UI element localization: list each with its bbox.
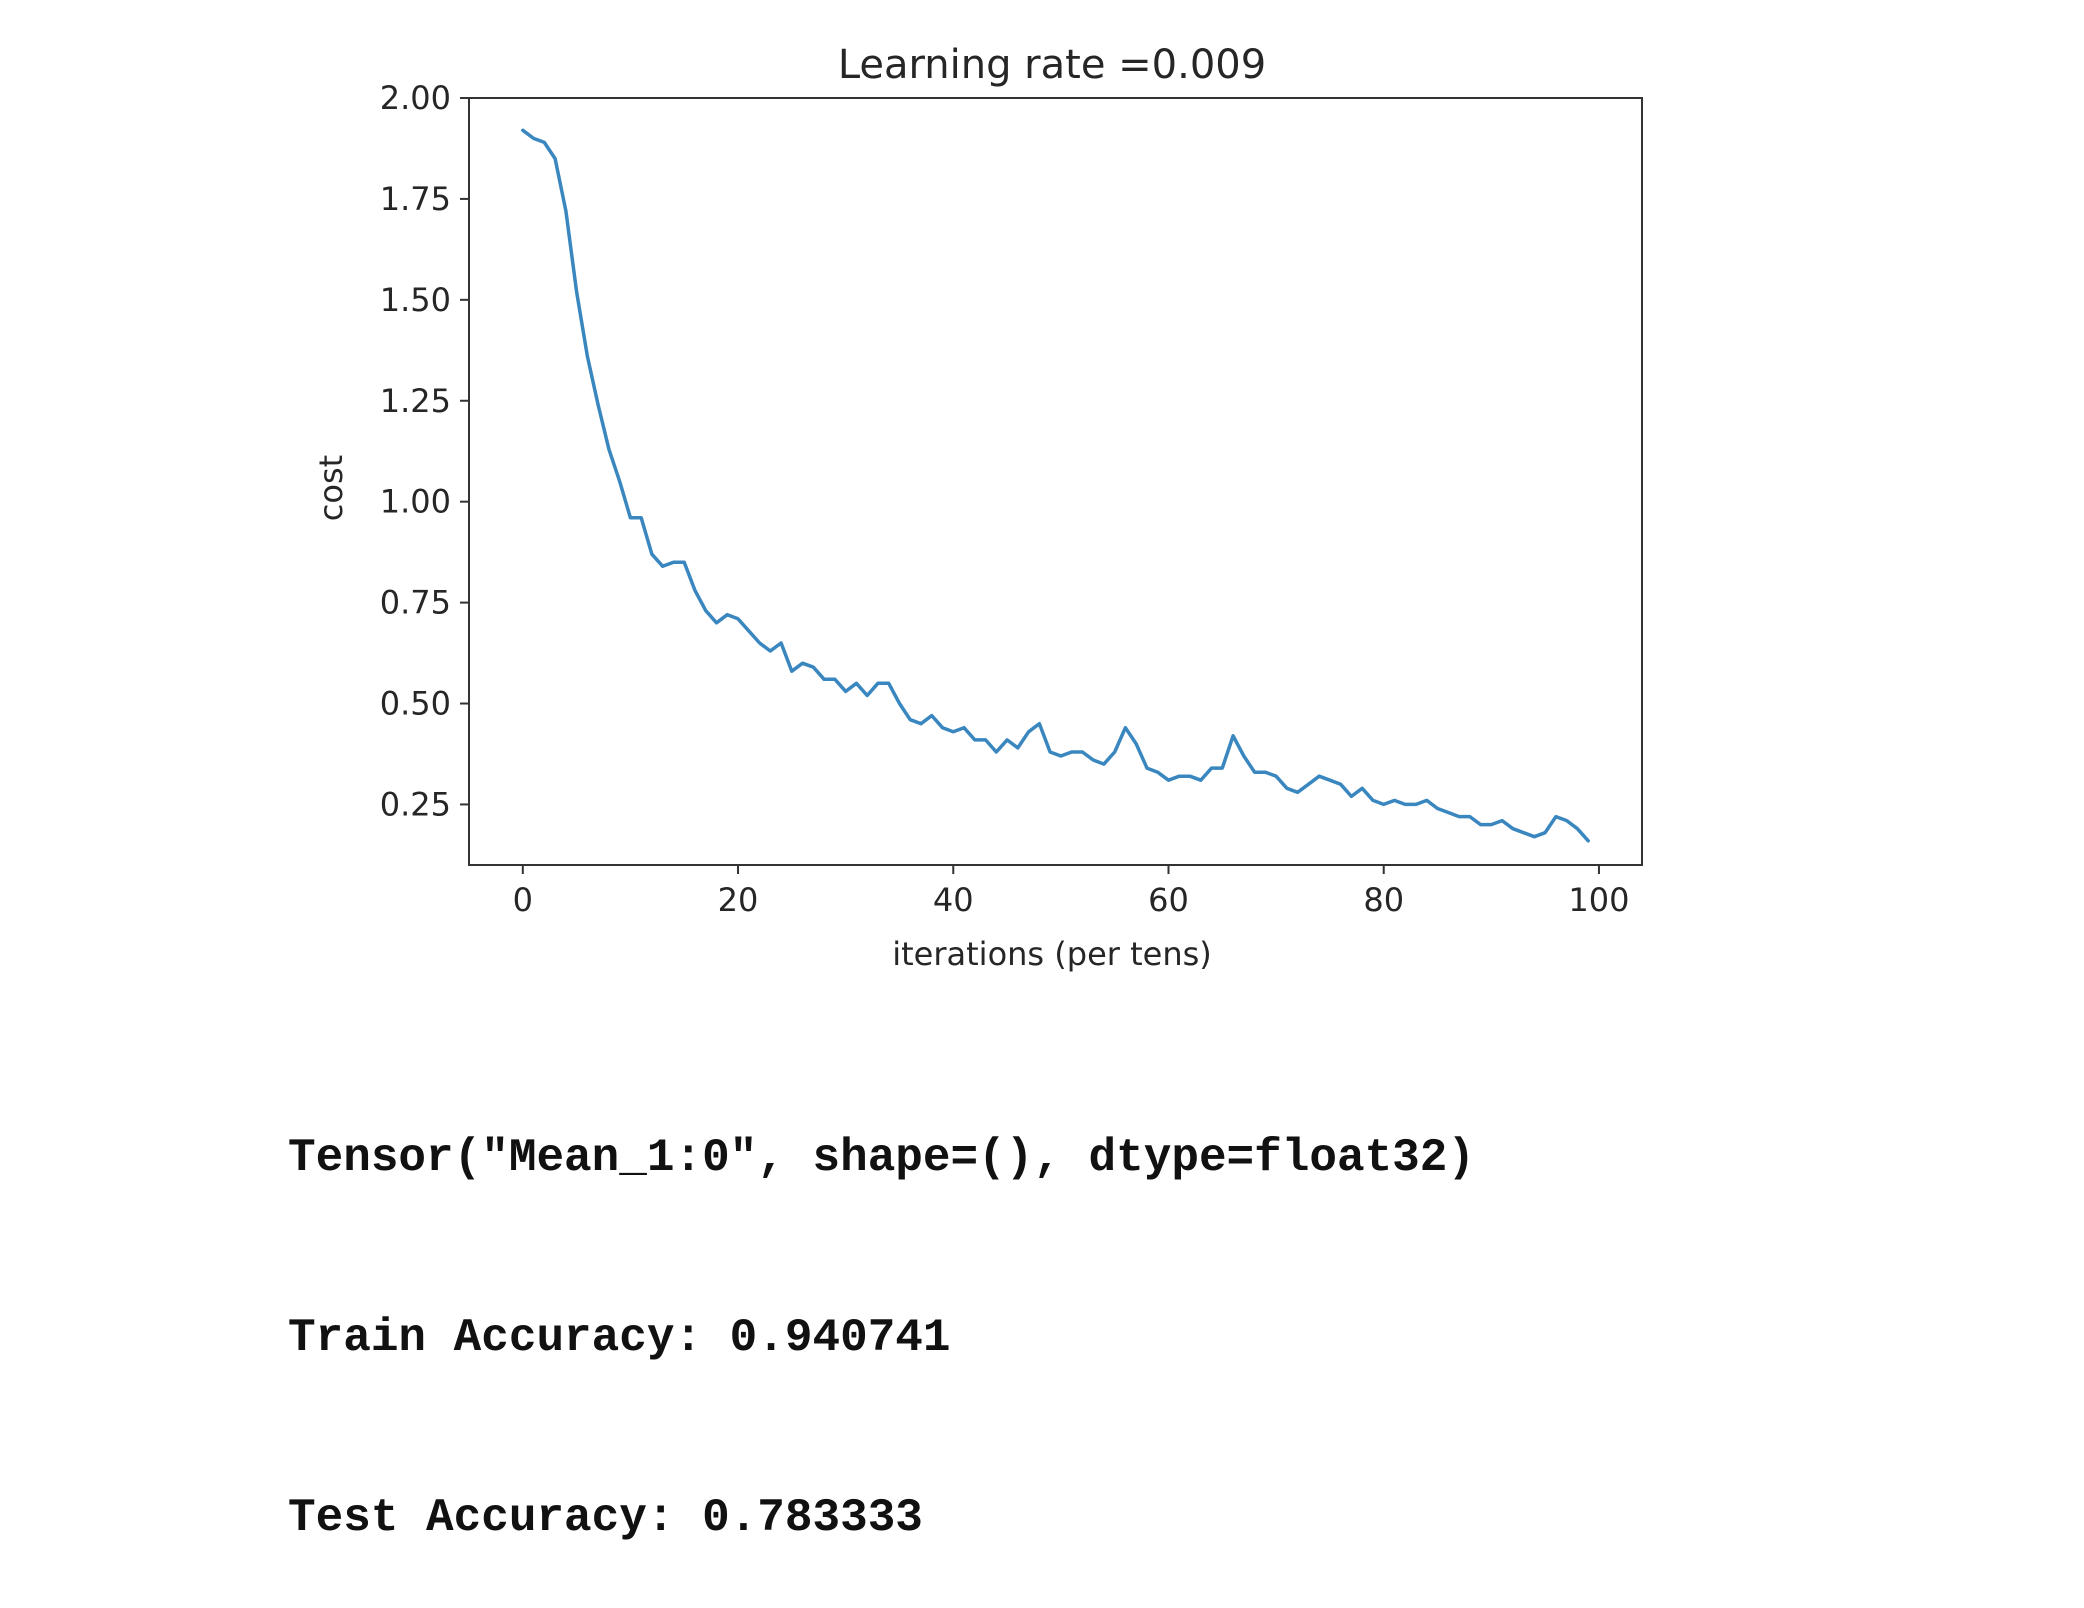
plot-frame — [468, 97, 1643, 866]
y-axis-label: cost — [312, 455, 350, 521]
y-tick-label: 0.50 — [380, 685, 451, 723]
console-output: Tensor("Mean_1:0", shape=(), dtype=float… — [288, 1008, 1475, 1608]
y-tick-label: 1.75 — [380, 180, 451, 218]
y-tick-label: 1.00 — [380, 483, 451, 521]
test-accuracy-line: Test Accuracy: 0.783333 — [288, 1492, 923, 1544]
axis-ticks: 0 20 40 60 80 100 0.25 0.50 0.75 1.00 1.25 1.50 1.75… — [380, 79, 1630, 919]
cost-chart: Learning rate =0.009 cost iterations (pe… — [312, 42, 1643, 973]
tensor-output-line: Tensor("Mean_1:0", shape=(), dtype=float… — [288, 1132, 1475, 1184]
series-line-cost — [521, 128, 1590, 843]
x-axis-label: iterations (per tens) — [892, 935, 1212, 973]
x-tick-label: 40 — [933, 881, 974, 919]
y-tick-label: 2.00 — [380, 79, 451, 117]
train-accuracy-line: Train Accuracy: 0.940741 — [288, 1312, 951, 1364]
y-tick-label: 1.25 — [380, 382, 451, 420]
x-tick-label: 60 — [1148, 881, 1189, 919]
y-tick-label: 0.25 — [380, 785, 451, 823]
x-tick-label: 0 — [513, 881, 533, 919]
x-tick-label: 100 — [1568, 881, 1629, 919]
x-tick-label: 80 — [1363, 881, 1404, 919]
x-tick-label: 20 — [718, 881, 759, 919]
chart-title: Learning rate =0.009 — [838, 42, 1266, 88]
y-tick-label: 0.75 — [380, 584, 451, 622]
y-tick-label: 1.50 — [380, 281, 451, 319]
